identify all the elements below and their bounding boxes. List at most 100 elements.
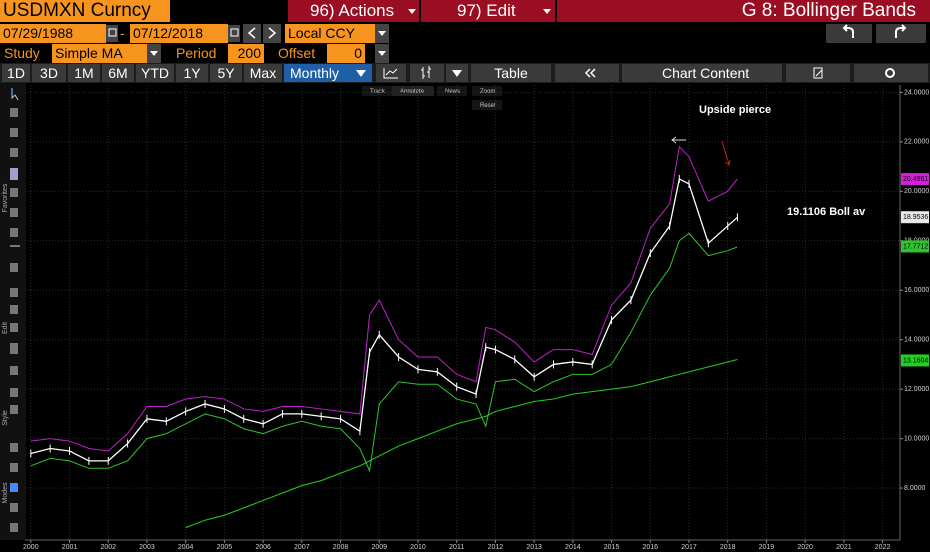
sidebar-label: Favorites [2, 183, 9, 212]
x-tick-label: 2015 [604, 544, 620, 551]
chart-content-button[interactable] [622, 64, 782, 82]
x-tick-label: 2004 [178, 544, 194, 551]
chart-tool-button[interactable] [392, 86, 434, 96]
x-tick-label: 2002 [100, 544, 116, 551]
chart-tool: Track [370, 89, 386, 95]
chart-tool: News [445, 89, 460, 95]
tool-icon[interactable] [10, 323, 18, 332]
y-tick-label: 22.0000 [904, 139, 929, 146]
draw-icon [383, 68, 398, 79]
range-button[interactable]: 1D [2, 64, 30, 82]
y-tick-label: 14.0000 [904, 337, 929, 344]
y-tick-label: 8.0000 [904, 485, 926, 492]
tool-icon[interactable] [10, 208, 18, 217]
frequency[interactable]: Monthly [284, 64, 372, 82]
study[interactable]: Simple MA [52, 44, 147, 63]
tool-icon[interactable] [10, 148, 18, 157]
tool-icon[interactable] [10, 343, 18, 354]
y-tick-label: 20.0000 [904, 188, 929, 195]
x-tick-label: 2005 [217, 544, 233, 551]
tool-icon[interactable] [10, 245, 20, 247]
actions-menu[interactable]: 96) Actions [310, 1, 395, 20]
chart-tool-button[interactable] [437, 86, 467, 96]
x-tick-label: 2012 [488, 544, 504, 551]
security[interactable]: USDMXN Curncy [0, 0, 170, 22]
end-date[interactable]: 07/12/2018 [130, 24, 228, 43]
settings-button[interactable] [854, 64, 928, 82]
x-tick-label: 2021 [836, 544, 852, 551]
chart-content: Chart Content [662, 65, 750, 81]
draw-button[interactable] [376, 64, 406, 82]
annotation-arrow [721, 140, 731, 166]
chart: FavoritesEditStyleModesTrackAnnotateNews… [0, 83, 929, 551]
range-button[interactable]: 6M [102, 64, 134, 82]
tool-icon[interactable] [10, 443, 18, 452]
tool-icon[interactable] [10, 523, 18, 532]
pointer-tool[interactable] [11, 88, 19, 101]
tool-icon[interactable] [10, 463, 18, 472]
tool-icon[interactable] [10, 288, 18, 297]
tool-icon[interactable] [10, 128, 18, 137]
x-tick-label: 2018 [720, 544, 736, 551]
tool-icon[interactable] [10, 228, 18, 237]
currency[interactable]: Local CCY [285, 24, 375, 43]
series-line [30, 145, 738, 452]
series-line [185, 358, 738, 529]
range-button[interactable]: 5Y [210, 64, 242, 82]
tool-icon[interactable] [10, 168, 18, 180]
x-tick-label: 2022 [875, 544, 891, 551]
collapse-icon [584, 68, 596, 78]
range-button[interactable]: YTD [136, 64, 174, 82]
offset[interactable]: 0 [327, 44, 365, 63]
tool-icon[interactable] [10, 388, 18, 397]
range-button[interactable]: 1M [68, 64, 100, 82]
tool-icon[interactable] [10, 305, 18, 314]
dropdown-arrow [356, 70, 366, 77]
x-tick-label: 2011 [449, 544, 464, 551]
tool-icon[interactable] [10, 366, 18, 375]
tool-icon[interactable] [10, 263, 18, 272]
range-button[interactable]: Max [244, 64, 282, 82]
top-bar [288, 0, 930, 22]
series-line [30, 178, 738, 462]
study-label: Study [4, 45, 40, 61]
chart-tool: Reset [480, 103, 496, 109]
start-date[interactable]: 07/29/1988 [0, 24, 106, 43]
tool-icon[interactable] [10, 405, 18, 414]
x-tick-label: 2007 [294, 544, 310, 551]
calendar-icon [230, 28, 239, 37]
calendar-icon [108, 28, 117, 37]
x-tick-label: 2009 [371, 544, 387, 551]
period[interactable]: 200 [228, 44, 264, 63]
range-button[interactable]: 1Y [176, 64, 208, 82]
forward-button[interactable] [876, 24, 926, 43]
x-tick-label: 2017 [681, 544, 697, 551]
edit-menu[interactable]: 97) Edit [457, 1, 516, 20]
dropdown-arrow[interactable] [543, 9, 551, 14]
edit-button[interactable] [786, 64, 850, 82]
tool-icon[interactable] [10, 483, 18, 492]
tool-icon[interactable] [10, 503, 18, 512]
x-tick-label: 2016 [642, 544, 658, 551]
offset-label: Offset [278, 45, 316, 61]
back-button[interactable] [826, 24, 872, 43]
prev-button[interactable] [243, 24, 261, 43]
x-tick-label: 2006 [255, 544, 271, 551]
x-tick-label: 2020 [797, 544, 813, 551]
x-tick-label: 2000 [23, 544, 39, 551]
chart-tool-button[interactable] [362, 86, 392, 96]
next-button[interactable] [263, 24, 281, 43]
tool-icon[interactable] [10, 188, 18, 197]
chart-tool-button[interactable] [472, 100, 502, 110]
bar-type-button[interactable] [410, 64, 444, 82]
annotation: 19.1106 Boll av [787, 206, 866, 218]
last-value-label: 13.1604 [903, 357, 928, 364]
dropdown-arrow[interactable] [408, 9, 416, 14]
tool-icon[interactable] [10, 108, 18, 117]
last-value-label: 18.9536 [903, 214, 928, 221]
chart-tool-button[interactable] [472, 86, 502, 96]
frequency-text: Monthly [290, 65, 340, 81]
date-separator: - [120, 25, 125, 41]
range-button[interactable]: 3D [32, 64, 66, 82]
table-button[interactable]: Table [471, 64, 551, 82]
